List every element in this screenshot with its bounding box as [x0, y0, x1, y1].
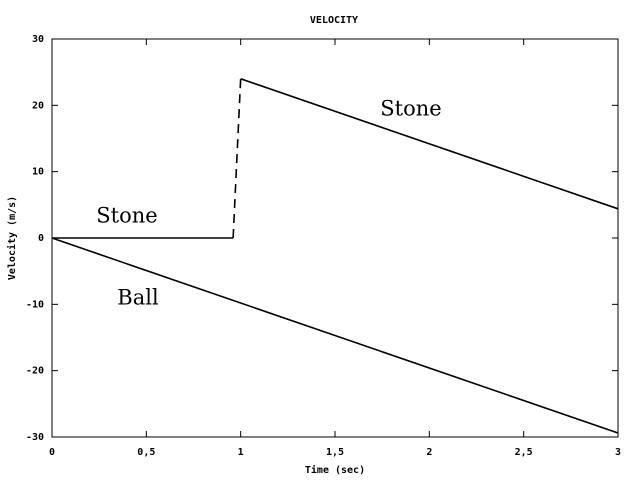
x-tick-label: 2 [426, 447, 432, 458]
annotation: Stone [96, 204, 157, 228]
series-line [51, 237, 619, 434]
x-tick-label: 1,5 [326, 447, 344, 458]
series-line [232, 78, 242, 239]
y-tick-label: 30 [32, 34, 44, 45]
x-tick-label: 0,5 [137, 447, 155, 458]
annotation: Stone [380, 97, 441, 121]
y-tick-label: -20 [26, 366, 44, 377]
y-tick-label: 10 [32, 167, 44, 178]
x-tick-label: 0 [49, 447, 55, 458]
x-tick-label: 2,5 [515, 447, 533, 458]
y-tick-label: -30 [26, 432, 44, 443]
y-tick-label: 0 [38, 233, 44, 244]
x-tick-label: 3 [615, 447, 621, 458]
annotation: Ball [117, 286, 159, 310]
y-tick-label: -10 [26, 299, 44, 310]
x-axis-label: Time (sec) [305, 464, 365, 476]
x-tick-label: 1 [238, 447, 244, 458]
y-tick-label: 20 [32, 100, 44, 111]
y-axis-label: Velocity (m/s) [6, 196, 18, 280]
series-line [240, 78, 619, 210]
chart-title: VELOCITY [310, 15, 358, 26]
